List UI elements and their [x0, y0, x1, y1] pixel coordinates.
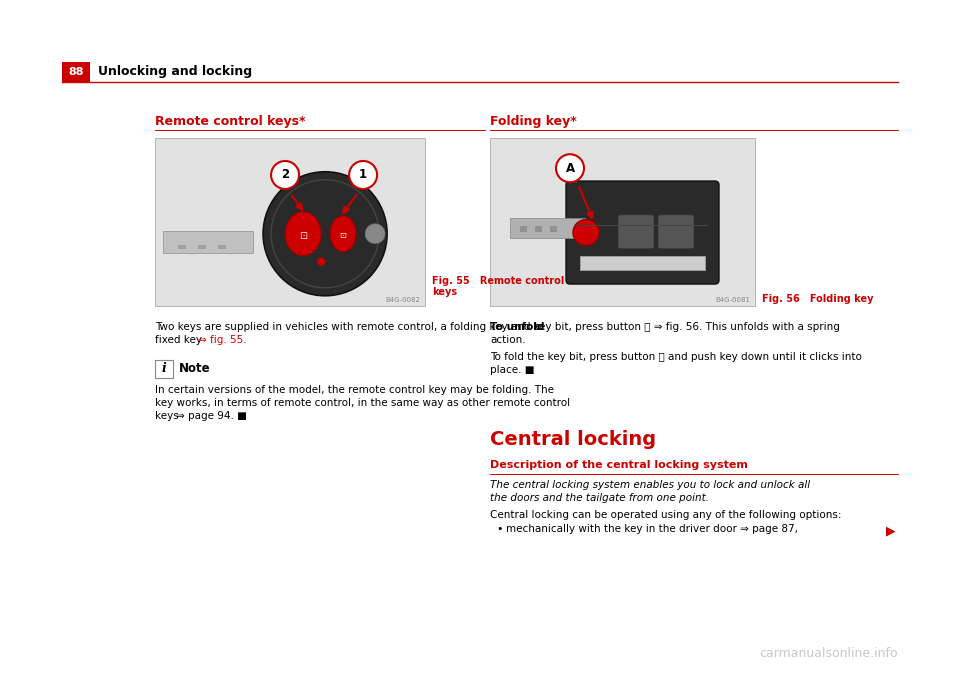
Circle shape: [271, 161, 300, 189]
Circle shape: [365, 224, 385, 244]
FancyBboxPatch shape: [490, 138, 755, 306]
Text: 2: 2: [281, 168, 289, 182]
Text: Folding key*: Folding key*: [490, 115, 577, 128]
FancyBboxPatch shape: [218, 245, 226, 249]
FancyBboxPatch shape: [580, 256, 705, 270]
Ellipse shape: [330, 216, 356, 252]
Text: B4G-0081: B4G-0081: [715, 297, 750, 303]
FancyBboxPatch shape: [178, 245, 186, 249]
Circle shape: [573, 220, 599, 245]
FancyBboxPatch shape: [198, 245, 206, 249]
Text: To unfold: To unfold: [490, 322, 544, 332]
Circle shape: [556, 154, 584, 182]
FancyBboxPatch shape: [155, 360, 173, 378]
Text: ⊡: ⊡: [299, 231, 307, 241]
Circle shape: [317, 258, 325, 266]
Text: mechanically with the key in the driver door ⇒ page 87,: mechanically with the key in the driver …: [506, 524, 798, 534]
Text: place. ■: place. ■: [490, 365, 535, 375]
Text: Fig. 55   Remote control: Fig. 55 Remote control: [432, 276, 564, 286]
Text: •: •: [496, 524, 502, 534]
Text: action.: action.: [490, 335, 526, 345]
Text: ⇒ fig. 55.: ⇒ fig. 55.: [198, 335, 246, 345]
FancyBboxPatch shape: [520, 226, 527, 233]
Text: key works, in terms of remote control, in the same way as other remote control: key works, in terms of remote control, i…: [155, 398, 570, 408]
FancyBboxPatch shape: [618, 215, 654, 249]
FancyBboxPatch shape: [510, 218, 585, 238]
Text: fixed key: fixed key: [155, 335, 205, 345]
FancyBboxPatch shape: [535, 226, 542, 233]
Text: keys: keys: [155, 411, 182, 421]
Text: ⇒ page 94. ■: ⇒ page 94. ■: [177, 411, 247, 421]
Text: carmanualsonline.info: carmanualsonline.info: [759, 647, 898, 660]
Text: key bit, press button Ⓐ ⇒ fig. 56. This unfolds with a spring: key bit, press button Ⓐ ⇒ fig. 56. This …: [531, 322, 840, 332]
Circle shape: [263, 172, 387, 296]
FancyBboxPatch shape: [155, 138, 425, 306]
Text: Central locking: Central locking: [490, 430, 656, 449]
Text: A: A: [565, 162, 575, 175]
Text: 88: 88: [68, 67, 84, 77]
FancyBboxPatch shape: [62, 62, 90, 82]
Text: keys: keys: [432, 287, 457, 297]
Text: ⊡: ⊡: [340, 231, 347, 240]
Circle shape: [349, 161, 377, 189]
Text: In certain versions of the model, the remote control key may be folding. The: In certain versions of the model, the re…: [155, 385, 554, 395]
Text: Two keys are supplied in vehicles with remote control, a folding key and a: Two keys are supplied in vehicles with r…: [155, 322, 540, 332]
FancyBboxPatch shape: [163, 231, 253, 253]
FancyBboxPatch shape: [550, 226, 557, 233]
Text: ▶: ▶: [886, 524, 896, 537]
Text: the doors and the tailgate from one point.: the doors and the tailgate from one poin…: [490, 493, 709, 503]
Ellipse shape: [285, 212, 321, 256]
FancyBboxPatch shape: [566, 181, 719, 284]
Text: Unlocking and locking: Unlocking and locking: [98, 66, 252, 79]
Text: Note: Note: [179, 363, 210, 376]
Text: B4G-0082: B4G-0082: [385, 297, 420, 303]
Text: To fold the key bit, press button Ⓐ and push key down until it clicks into: To fold the key bit, press button Ⓐ and …: [490, 352, 862, 362]
Text: 1: 1: [359, 168, 367, 182]
Text: The central locking system enables you to lock and unlock all: The central locking system enables you t…: [490, 480, 810, 490]
Text: Fig. 56   Folding key: Fig. 56 Folding key: [762, 294, 874, 304]
Text: Description of the central locking system: Description of the central locking syste…: [490, 460, 748, 470]
FancyBboxPatch shape: [658, 215, 694, 249]
Text: Central locking can be operated using any of the following options:: Central locking can be operated using an…: [490, 510, 842, 520]
Text: Remote control keys*: Remote control keys*: [155, 115, 305, 128]
Text: i: i: [161, 363, 166, 376]
